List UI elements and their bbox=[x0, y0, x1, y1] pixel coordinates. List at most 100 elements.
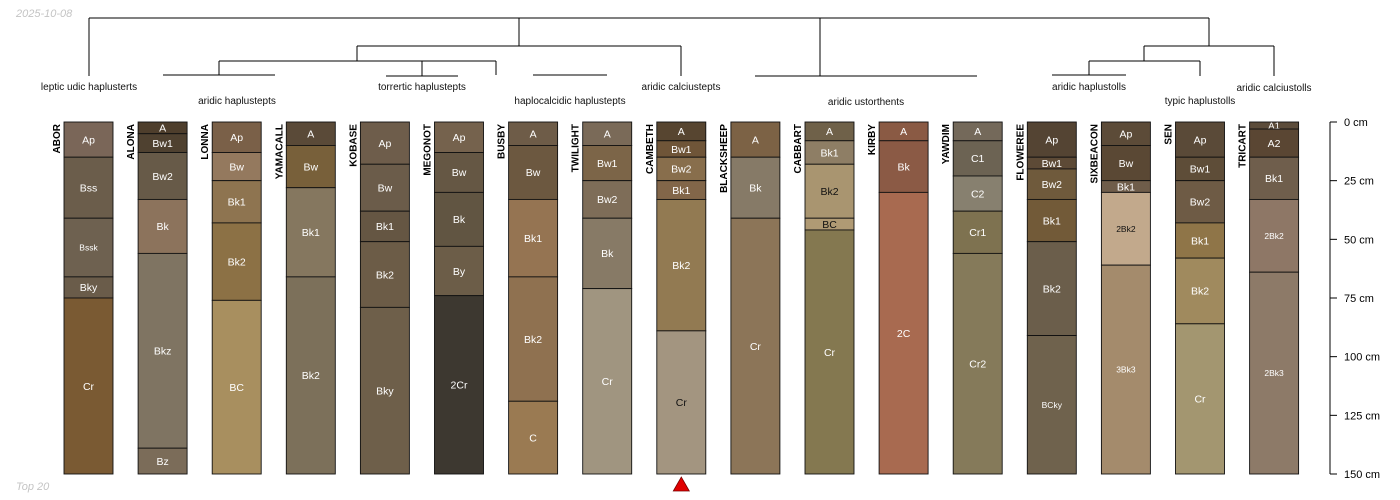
horizon bbox=[137, 198, 188, 254]
horizon-label: Bk2 bbox=[376, 269, 394, 281]
horizon bbox=[1026, 121, 1077, 158]
horizon bbox=[582, 180, 633, 219]
horizon bbox=[359, 306, 410, 475]
soil-profile-floweree: Ap Bw1 Bw2 Bk1 Bk2 BCky FLOWEREE bbox=[1015, 121, 1077, 475]
horizon-label: Bw2 bbox=[152, 171, 173, 183]
horizon-label: Bk2 bbox=[1191, 286, 1209, 298]
horizon-label: Bk bbox=[749, 182, 762, 194]
horizon bbox=[878, 191, 929, 475]
dendrogram bbox=[88, 17, 1275, 77]
horizon-label: A bbox=[752, 134, 759, 146]
horizon-label: Bw2 bbox=[671, 164, 692, 176]
horizon-label: Ap bbox=[1045, 134, 1058, 146]
horizon bbox=[1100, 264, 1151, 475]
horizon-label: Bk2 bbox=[524, 334, 542, 346]
horizon bbox=[1249, 271, 1300, 475]
horizon-label: Bk1 bbox=[1265, 173, 1283, 185]
horizon-label: A bbox=[826, 126, 833, 138]
depth-tick-label: 150 cm bbox=[1344, 469, 1380, 481]
soil-profile-lonna: Ap Bw Bk1 Bk2 BC LONNA bbox=[200, 121, 262, 475]
depth-tick-label: 50 cm bbox=[1344, 234, 1374, 246]
selected-profile-marker-icon bbox=[672, 476, 690, 492]
soil-profile-sixbeacon: Ap Bw Bk1 2Bk2 3Bk3 SIXBEACON bbox=[1089, 121, 1151, 475]
soil-profile-megonot: Ap Bw Bk By 2Cr MEGONOT bbox=[423, 121, 484, 475]
horizon-label: Bw2 bbox=[1042, 179, 1063, 191]
horizon-label: C2 bbox=[971, 188, 985, 200]
horizon bbox=[211, 299, 262, 475]
horizon-label: 2Bk2 bbox=[1116, 224, 1136, 234]
horizon-label: Bw bbox=[1119, 158, 1134, 170]
horizon bbox=[1026, 335, 1077, 475]
horizon-label: Bw1 bbox=[1042, 158, 1063, 170]
soil-profile-twilight: A Bw1 Bw2 Bk Cr TWILIGHT bbox=[571, 121, 633, 475]
horizon-label: Cr bbox=[676, 397, 688, 409]
horizon-label: Cr bbox=[824, 347, 836, 359]
horizon-label: 2Cr bbox=[451, 380, 468, 392]
profile-name: FLOWEREE bbox=[1015, 124, 1026, 181]
horizon bbox=[63, 217, 114, 278]
profile-name: YAMACALL bbox=[274, 124, 285, 179]
horizon bbox=[582, 145, 633, 182]
depth-tick-label: 100 cm bbox=[1344, 352, 1380, 364]
horizon bbox=[1026, 241, 1077, 336]
horizon bbox=[1026, 168, 1077, 200]
profiles: Ap Bss Bssk Bky Cr ABOR A Bw1 Bw2 Bk Bkz Bz ALONA Ap B… bbox=[52, 121, 1300, 475]
horizon bbox=[508, 400, 559, 475]
soil-profile-kobase: Ap Bw Bk1 Bk2 Bky KOBASE bbox=[348, 121, 410, 475]
horizon-label: A bbox=[159, 123, 166, 135]
horizon-label: Bw bbox=[526, 167, 541, 179]
horizon-label: Cr bbox=[602, 376, 614, 388]
horizon-label: Bw2 bbox=[597, 194, 618, 206]
horizon-label: Bw1 bbox=[152, 138, 173, 150]
soil-profile-cambeth: A Bw1 Bw2 Bk1 Bk2 Cr CAMBETH bbox=[645, 121, 707, 475]
soil-profile-kirby: A Bk 2C KIRBY bbox=[867, 121, 929, 475]
horizon bbox=[1100, 191, 1151, 266]
horizon-label: Bk1 bbox=[820, 147, 838, 159]
taxon-label: typic haplustolls bbox=[1165, 96, 1236, 107]
horizon bbox=[508, 276, 559, 402]
horizon-label: A2 bbox=[1268, 138, 1281, 150]
horizon bbox=[1249, 128, 1300, 158]
horizon bbox=[952, 252, 1003, 475]
horizon-label: Bw1 bbox=[671, 144, 692, 156]
horizon bbox=[137, 447, 188, 475]
horizon bbox=[434, 121, 484, 153]
horizon bbox=[730, 217, 781, 475]
horizon bbox=[285, 187, 336, 278]
horizon bbox=[137, 252, 188, 449]
horizon-label: By bbox=[453, 266, 466, 278]
horizon bbox=[952, 175, 1003, 212]
horizon-label: Bz bbox=[156, 456, 168, 468]
horizon-label: A bbox=[604, 129, 611, 141]
soil-profile-yamacall: A Bw Bk1 Bk2 YAMACALL bbox=[274, 121, 336, 475]
horizon bbox=[211, 121, 262, 153]
profile-name: ABOR bbox=[52, 123, 63, 153]
profile-name: BUSBY bbox=[497, 124, 508, 159]
header-date-note: 2025-10-08 bbox=[16, 8, 73, 20]
horizon-label: Bk2 bbox=[820, 186, 838, 198]
horizon bbox=[656, 330, 707, 475]
horizon-label: Ap bbox=[1119, 129, 1132, 141]
depth-tick-label: 25 cm bbox=[1344, 176, 1374, 188]
horizon-label: Bk1 bbox=[1191, 235, 1209, 247]
profile-name: MEGONOT bbox=[423, 124, 434, 176]
soil-profile-abor: Ap Bss Bssk Bky Cr ABOR bbox=[52, 121, 114, 475]
horizon-label: Ap bbox=[378, 138, 391, 150]
horizon-label: Cr bbox=[1194, 394, 1206, 406]
horizon bbox=[730, 156, 781, 219]
horizon-label: Bssk bbox=[79, 243, 98, 253]
horizon bbox=[285, 276, 336, 475]
horizon-label: BCky bbox=[1042, 400, 1063, 410]
horizon bbox=[285, 145, 336, 189]
horizon-label: Bk1 bbox=[524, 233, 542, 245]
horizon-label: Bw1 bbox=[1190, 164, 1211, 176]
soil-profile-alona: A Bw1 Bw2 Bk Bkz Bz ALONA bbox=[126, 121, 188, 475]
horizon-label: C1 bbox=[971, 153, 985, 165]
soil-profile-cabbart: A Bk1 Bk2 BC Cr CABBART bbox=[793, 121, 855, 475]
horizon-label: Bk bbox=[601, 248, 614, 260]
horizon-label: Bky bbox=[80, 282, 98, 294]
horizon bbox=[1175, 180, 1225, 224]
horizon-label: Ap bbox=[230, 132, 243, 144]
profile-name: CAMBETH bbox=[645, 124, 656, 174]
horizon bbox=[434, 152, 484, 193]
